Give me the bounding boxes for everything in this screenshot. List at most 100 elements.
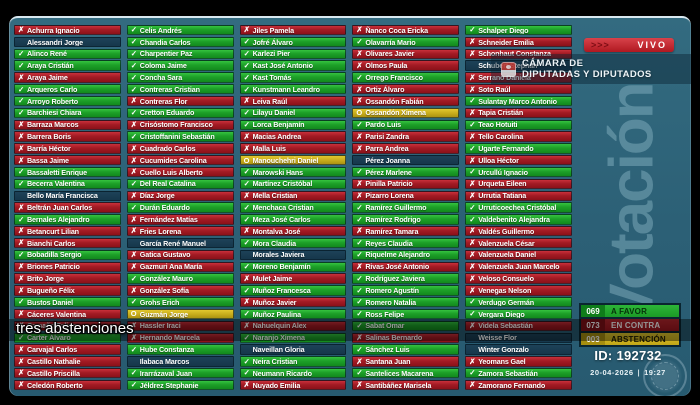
x-icon: ✗: [469, 49, 476, 59]
vote-row: ✓ Ramírez Rodrigo: [352, 214, 460, 225]
vote-row: ✓ Lorca Benjamín: [239, 119, 347, 130]
deputy-name: Hube Constanza: [139, 345, 195, 355]
vote-row: ✓ Bobadilla Sergio: [14, 249, 121, 261]
deputy-name: Tapia Cristián: [478, 108, 524, 118]
vote-row: ✓ Moreno Benjamín: [239, 261, 347, 272]
tv-camara-logo-icon: [501, 61, 516, 77]
deputy-name: Jofré Álvaro: [252, 37, 293, 47]
deputy-name: Achurra Ignacio: [27, 25, 80, 35]
vote-row: ✓ Carter Álvaro: [14, 332, 121, 343]
x-icon: ✗: [356, 380, 363, 390]
check-icon: ✓: [469, 309, 476, 319]
x-icon: ✗: [469, 238, 476, 248]
deputy-name: Mora Claudia: [252, 238, 296, 248]
deputy-name: Valdés Guillermo: [478, 226, 535, 236]
deputy-name: Urcullú Ignacio: [478, 167, 528, 177]
deputy-name: Schalper Diego: [478, 25, 529, 35]
deputy-name: Yeomans Gael: [478, 356, 526, 366]
deputy-name: Betancurt Lilian: [27, 226, 79, 236]
deputy-name: Mulet Jaime: [252, 274, 293, 284]
vote-row: ✓ Grohs Erich: [126, 297, 234, 308]
vote-row: ✗ Cáceres Valentina: [14, 308, 121, 320]
deputy-name: Cuadrado Carlos: [139, 143, 196, 153]
vote-row: ✗ Nahuelquin Alex: [239, 320, 347, 332]
deputy-name: Lorca Benjamín: [252, 120, 305, 130]
contra-count: 073: [581, 319, 605, 331]
check-icon: ✓: [243, 37, 250, 47]
vote-row: O Guzmán Jorge: [126, 308, 234, 320]
x-icon: ✗: [18, 131, 25, 141]
vote-row: ✗ Fries Lorena: [126, 226, 234, 237]
check-icon: ✓: [130, 108, 138, 118]
deputy-name: Rivas José Antonio: [365, 262, 430, 272]
x-icon: ✗: [243, 191, 250, 200]
vote-row: ✗ Barraza Marcos: [14, 119, 121, 130]
x-icon: ✗: [18, 238, 25, 248]
live-label: VIVO: [637, 40, 667, 50]
org-name: CÁMARA DE DIPUTADAS Y DIPUTADOS: [522, 58, 652, 80]
vote-row: Pérez Joanna: [352, 155, 460, 166]
vote-row: Alessandri Jorge: [14, 36, 121, 48]
deputy-name: Vergara Diego: [478, 309, 525, 319]
check-icon: ✓: [356, 285, 363, 295]
check-icon: ✓: [18, 179, 25, 189]
check-icon: ✓: [243, 309, 250, 319]
x-icon: ✗: [469, 108, 476, 118]
x-icon: ✗: [18, 273, 25, 283]
deputy-name: Mella Cristian: [252, 191, 298, 201]
deputy-name: Bustos Daniel: [27, 297, 73, 307]
vote-row: ✓ Ugarte Fernando: [465, 143, 572, 154]
contra-label: EN CONTRA: [605, 319, 679, 331]
deputy-name: Pizarro Lorena: [365, 191, 414, 201]
vote-row: ✗ Muñoz Javier: [239, 297, 347, 308]
deputy-name: Reyes Claudia: [365, 238, 413, 248]
deputy-name: Ortiz Álvaro: [365, 84, 405, 94]
deputy-name: Moreno Benjamín: [252, 262, 311, 272]
deputy-name: Celis Andrés: [139, 25, 182, 35]
check-icon: ✓: [243, 285, 250, 295]
vote-row: ✗ Ulloa Héctor: [465, 155, 572, 166]
vote-row: ✓ Mora Claudia: [239, 237, 347, 249]
votacion-watermark: Votación: [597, 83, 666, 325]
vote-row: ✓ Muñoz Paulina: [239, 308, 347, 320]
vote-row: ✗ Valenzuela Juan Marcelo: [465, 261, 572, 272]
deputy-name: Ñanco Coca Ericka: [365, 25, 428, 35]
check-icon: ✓: [18, 108, 25, 118]
check-icon: ✓: [18, 84, 25, 94]
deputy-name: Muñoz Francesca: [252, 285, 311, 295]
vote-row: ✓ Orrego Francisco: [352, 72, 460, 83]
deputy-name: Bassa Jaime: [27, 155, 69, 165]
deputy-name: Fries Lorena: [139, 226, 182, 236]
x-icon: ✗: [356, 261, 363, 271]
x-icon: ✗: [18, 261, 25, 271]
deputy-name: Videla Sebastián: [478, 321, 533, 331]
vote-row: ✗ Camaño Felipe: [14, 320, 121, 332]
check-icon: ✓: [130, 202, 138, 212]
abstain-icon: O: [130, 309, 137, 319]
vote-row: ✓ Urcullú Ignacio: [465, 166, 572, 178]
vote-row: ✗ Crisóstomo Francisco: [126, 119, 234, 130]
deputy-name: Romero Agustín: [365, 285, 419, 295]
deputy-name: Hassler Iraci: [139, 321, 181, 331]
x-icon: ✗: [130, 332, 138, 342]
chamber-seal-icon: [643, 354, 687, 396]
deputy-name: Parra Andrea: [365, 143, 409, 153]
vote-row: ✗ Castillo Priscilla: [14, 368, 121, 379]
deputy-name: Veloso Consuelo: [478, 274, 534, 284]
x-icon: ✗: [243, 273, 250, 283]
vote-row: ✓ Bernales Alejandro: [14, 214, 121, 225]
vote-row: ✗ Videla Sebastián: [465, 320, 572, 332]
vote-row: ✗ Cuadrado Carlos: [126, 143, 234, 154]
vote-row: ✗ Macias Andrea: [239, 131, 347, 142]
x-icon: ✗: [356, 25, 363, 35]
x-icon: ✗: [469, 37, 476, 47]
vote-row: ✓ Romero Natalia: [352, 297, 460, 308]
check-icon: ✓: [130, 25, 138, 35]
vote-row: ✗ Jiles Pamela: [239, 25, 347, 36]
vote-row: ✓ Barchiesi Chiara: [14, 107, 121, 119]
check-icon: ✓: [243, 368, 250, 378]
check-icon: ✓: [243, 332, 250, 342]
vote-row: ✗ Gazmuri Ana María: [126, 261, 234, 272]
x-icon: ✗: [469, 261, 476, 271]
x-icon: ✗: [18, 143, 25, 153]
